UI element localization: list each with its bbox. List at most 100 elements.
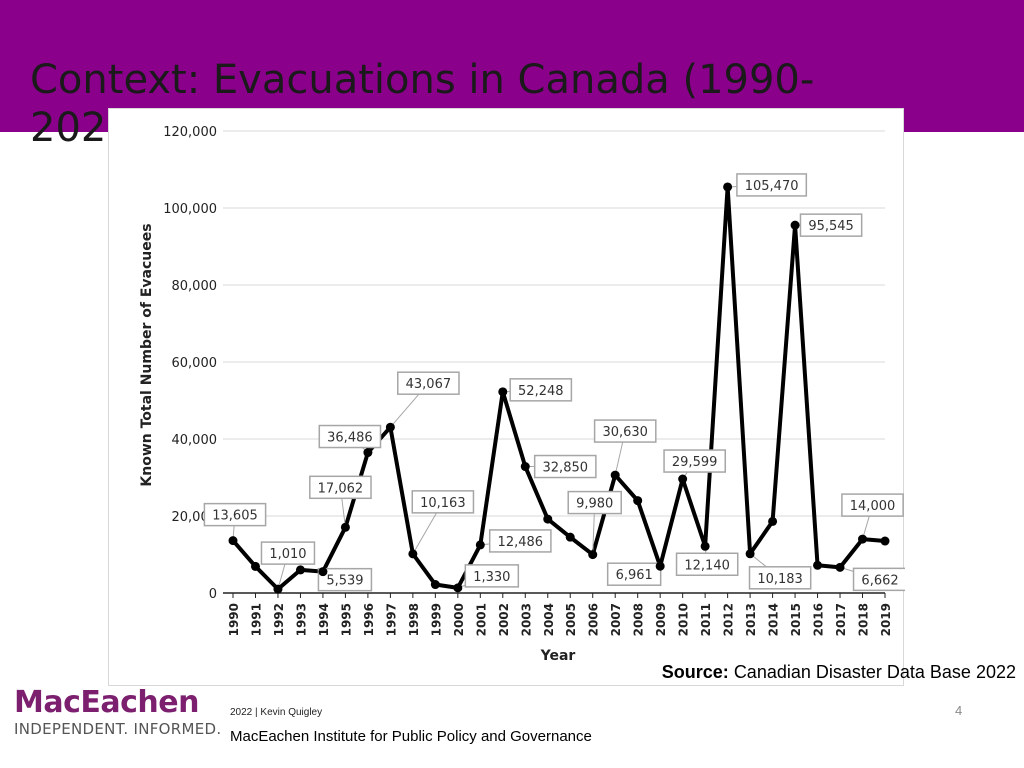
data-label-callout: 1,010 bbox=[260, 541, 316, 590]
data-point bbox=[453, 583, 463, 593]
data-point bbox=[655, 561, 665, 571]
x-tick-label: 1994 bbox=[317, 603, 331, 636]
source-text: Canadian Disaster Data Base 2022 bbox=[733, 662, 1016, 682]
x-tick-label: 2019 bbox=[879, 603, 893, 636]
data-label: 32,850 bbox=[543, 461, 589, 476]
x-tick-label: 1995 bbox=[339, 603, 353, 636]
data-label-callout: 9,980 bbox=[567, 490, 622, 555]
data-point bbox=[700, 541, 710, 551]
data-label-callout: 105,470 bbox=[727, 173, 808, 197]
data-label: 43,067 bbox=[406, 377, 452, 392]
data-label: 36,486 bbox=[327, 431, 373, 446]
data-label: 6,662 bbox=[861, 573, 898, 588]
x-tick-label: 1996 bbox=[362, 603, 376, 636]
x-tick-label: 2013 bbox=[744, 603, 758, 636]
y-axis-label: Known Total Number of Evacuees bbox=[139, 223, 155, 486]
data-point bbox=[858, 534, 868, 544]
series-line-path bbox=[231, 184, 886, 592]
data-point bbox=[408, 549, 418, 559]
data-label-callout: 36,486 bbox=[318, 424, 382, 453]
data-label-callout: 14,000 bbox=[841, 493, 904, 540]
y-tick-label: 80,000 bbox=[172, 279, 218, 294]
data-label-callout: 6,662 bbox=[839, 566, 905, 592]
data-label-callout: 52,248 bbox=[502, 378, 573, 402]
data-label: 52,248 bbox=[518, 384, 564, 399]
data-point bbox=[430, 580, 440, 590]
x-tick-label: 2006 bbox=[587, 603, 601, 636]
x-tick-label: 2015 bbox=[789, 603, 803, 636]
x-tick-label: 2007 bbox=[609, 603, 623, 636]
data-point bbox=[880, 536, 890, 546]
x-tick-label: 2000 bbox=[452, 603, 466, 636]
data-point bbox=[475, 540, 485, 550]
data-label-callout: 6,961 bbox=[606, 562, 662, 586]
page-number: 4 bbox=[955, 703, 963, 718]
x-tick-label: 2011 bbox=[699, 603, 713, 636]
data-point bbox=[318, 567, 328, 577]
data-label: 1,330 bbox=[473, 570, 510, 585]
source-label: Source: bbox=[661, 662, 729, 682]
x-tick-label: 1999 bbox=[429, 603, 443, 636]
y-tick-label: 60,000 bbox=[172, 356, 218, 371]
footer-institute: MacEachen Institute for Public Policy an… bbox=[230, 728, 592, 745]
data-point bbox=[723, 182, 733, 192]
data-label: 17,062 bbox=[318, 481, 364, 496]
x-tick-label: 2005 bbox=[564, 603, 578, 636]
data-label-callout: 32,850 bbox=[525, 454, 597, 479]
data-point bbox=[228, 536, 238, 546]
y-tick-label: 0 bbox=[209, 587, 217, 602]
data-label-callout: 10,183 bbox=[748, 553, 812, 590]
x-tick-label: 1990 bbox=[227, 603, 241, 636]
x-tick-label: 2010 bbox=[677, 603, 691, 636]
maceachen-logo: MacEachen INDEPENDENT. INFORMED. bbox=[14, 685, 221, 739]
data-point bbox=[835, 562, 845, 572]
chart-frame: 0 20,000 40,000 60,000 80,000 100,000 120,000 … bbox=[108, 108, 905, 686]
data-point bbox=[790, 220, 800, 230]
data-points bbox=[228, 182, 890, 594]
x-tick-label: 2014 bbox=[767, 603, 781, 636]
data-point bbox=[498, 387, 508, 397]
x-tick-label: 1992 bbox=[272, 603, 286, 636]
x-tick-label: 2004 bbox=[542, 603, 556, 636]
source-note: Source: Canadian Disaster Data Base 2022 bbox=[662, 662, 1016, 683]
data-label: 6,961 bbox=[616, 568, 653, 583]
data-label: 14,000 bbox=[850, 499, 896, 514]
x-tick-label: 2003 bbox=[519, 603, 533, 636]
x-tick-label: 2001 bbox=[474, 603, 488, 636]
data-point bbox=[768, 516, 778, 526]
data-label: 1,010 bbox=[269, 547, 306, 562]
data-label: 12,140 bbox=[684, 558, 730, 573]
data-label-callout: 10,163 bbox=[411, 490, 475, 555]
data-point bbox=[633, 496, 643, 506]
data-point bbox=[543, 514, 553, 524]
x-tick-label: 1997 bbox=[384, 603, 398, 636]
data-label-callout: 12,140 bbox=[675, 546, 739, 577]
x-tick-label: 2017 bbox=[834, 603, 848, 636]
data-point bbox=[813, 560, 823, 570]
data-point bbox=[745, 549, 755, 559]
series-line bbox=[231, 184, 886, 592]
data-point bbox=[273, 584, 283, 594]
x-tick-label: 1993 bbox=[294, 603, 308, 636]
data-label: 95,545 bbox=[808, 219, 854, 234]
logo-wordmark: MacEachen bbox=[14, 685, 199, 720]
data-point bbox=[610, 470, 620, 480]
x-axis-label: Year bbox=[540, 648, 576, 664]
data-label: 10,183 bbox=[757, 572, 803, 587]
data-label-callout: 17,062 bbox=[309, 475, 372, 528]
data-label: 12,486 bbox=[498, 535, 543, 550]
data-label-callout: 1,330 bbox=[457, 564, 520, 589]
x-tick-label: 1991 bbox=[249, 603, 263, 636]
data-label: 9,980 bbox=[576, 497, 613, 512]
data-point bbox=[250, 561, 260, 571]
x-tick-label: 2016 bbox=[812, 603, 826, 636]
data-label-callout: 43,067 bbox=[390, 371, 460, 428]
data-label-callout: 95,545 bbox=[795, 213, 863, 237]
data-labels: 13,605 1,010 5,539 17,062 36,486 43,067 10,163… bbox=[203, 173, 905, 592]
data-label: 10,163 bbox=[420, 496, 466, 511]
data-label-callout: 5,539 bbox=[317, 567, 373, 592]
data-label-callout: 12,486 bbox=[480, 529, 552, 553]
y-tick-label: 120,000 bbox=[163, 125, 217, 140]
x-tick-label: 2002 bbox=[497, 603, 511, 636]
